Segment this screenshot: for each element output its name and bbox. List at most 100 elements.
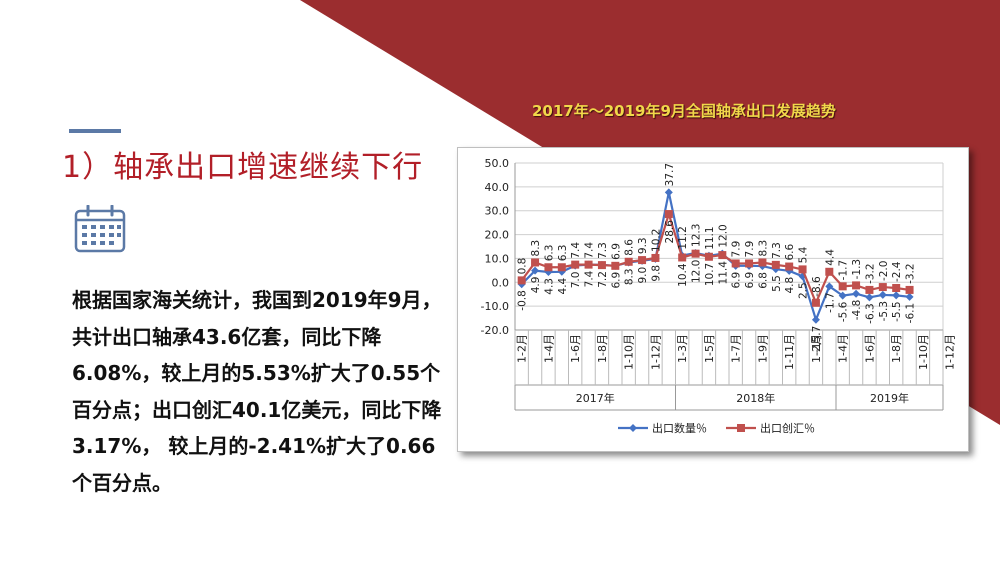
data-point-value xyxy=(798,265,807,274)
calendar-icon xyxy=(74,205,126,253)
chart-card: 50.0 40.0 30.0 20.0 10.0 0.0 -10.0 -20.0 1-2月 1-4… xyxy=(457,147,969,452)
data-point-value xyxy=(638,256,647,265)
y-tick-label: -10.0 xyxy=(481,300,509,313)
data-label: 12.0 xyxy=(691,260,703,283)
data-label: 7.3 xyxy=(597,242,609,259)
accent-line xyxy=(69,129,121,133)
data-label: 9.3 xyxy=(637,237,649,254)
y-tick-label: 10.0 xyxy=(485,252,510,265)
data-point-value xyxy=(745,259,754,268)
data-label: 10.7 xyxy=(704,263,716,286)
data-point-quantity xyxy=(892,291,901,300)
data-point-value xyxy=(664,210,673,219)
data-label: -0.8 xyxy=(517,290,529,311)
data-label: 6.6 xyxy=(784,244,796,261)
year-label: 2017年 xyxy=(576,391,615,405)
data-point-value xyxy=(704,252,713,261)
data-point-value xyxy=(771,260,780,269)
data-point-value xyxy=(865,285,874,294)
data-point-quantity xyxy=(771,265,780,274)
data-label: -2.0 xyxy=(878,261,890,282)
data-point-quantity xyxy=(664,188,673,197)
x-tick-label: 1-10月 xyxy=(623,334,636,370)
legend-marker xyxy=(737,424,745,432)
data-point-value xyxy=(905,285,914,294)
trend-chart: 50.0 40.0 30.0 20.0 10.0 0.0 -10.0 -20.0 1-2月 1-4… xyxy=(481,157,957,435)
legend-label: 出口创汇％ xyxy=(760,421,815,435)
data-label: -5.6 xyxy=(838,301,850,322)
y-tick-label: 50.0 xyxy=(485,157,510,170)
data-label: 8.6 xyxy=(624,239,636,256)
data-point-value xyxy=(678,253,687,262)
data-point-value xyxy=(892,284,901,293)
data-point-value xyxy=(718,251,727,260)
data-label: 5.5 xyxy=(771,275,783,292)
legend-marker xyxy=(629,424,637,432)
data-label: -3.2 xyxy=(905,263,917,284)
data-label: 28.6 xyxy=(664,220,676,244)
data-label: 4.4 xyxy=(557,277,569,294)
data-label: 6.3 xyxy=(557,245,569,262)
data-label: -8.6 xyxy=(811,276,823,297)
x-tick-label: 1-6月 xyxy=(863,334,876,363)
data-point-quantity xyxy=(905,292,914,301)
data-label: 11.1 xyxy=(704,226,716,249)
y-tick-label: 20.0 xyxy=(485,229,510,242)
data-point-value xyxy=(691,249,700,258)
data-label: 7.4 xyxy=(584,242,596,259)
x-tick-label: 1-6月 xyxy=(569,334,582,363)
data-label: 12.0 xyxy=(717,224,729,247)
chart-title: 2017年～2019年9月全国轴承出口发展趋势 xyxy=(532,102,836,120)
data-label: 6.3 xyxy=(543,245,555,262)
data-label: 4.3 xyxy=(543,278,555,295)
x-tick-label: 1-2月 xyxy=(516,334,529,363)
data-label: 6.9 xyxy=(731,272,743,289)
x-tick-label: 1-2月 xyxy=(810,334,823,363)
data-label: 9.8 xyxy=(650,265,662,282)
y-tick-label: 0.0 xyxy=(492,276,510,289)
data-point-value xyxy=(811,298,820,307)
data-point-value xyxy=(825,267,834,276)
data-label: -5.5 xyxy=(891,301,903,322)
data-point-value xyxy=(544,263,553,272)
data-label: 7.9 xyxy=(744,241,756,258)
data-point-quantity xyxy=(798,272,807,281)
data-point-value xyxy=(624,257,633,266)
y-tick-label: 40.0 xyxy=(485,181,510,194)
data-label: -1.7 xyxy=(824,292,836,313)
data-label: 11.4 xyxy=(717,261,729,285)
data-point-value xyxy=(517,276,526,285)
x-tick-label: 1-8月 xyxy=(596,334,609,363)
data-label: 4.9 xyxy=(530,277,542,294)
data-label: 10.4 xyxy=(677,263,689,287)
data-label: -6.3 xyxy=(864,303,876,324)
data-label: -1.7 xyxy=(838,260,850,281)
data-label: 6.9 xyxy=(610,272,622,289)
x-tick-label: 1-12月 xyxy=(944,334,957,370)
data-label: 7.9 xyxy=(731,241,743,258)
data-label: 11.2 xyxy=(677,226,689,249)
data-label: -3.2 xyxy=(864,263,876,284)
data-label: 7.4 xyxy=(570,242,582,259)
data-label: -2.4 xyxy=(891,261,903,282)
data-point-quantity xyxy=(852,289,861,298)
data-point-quantity xyxy=(838,291,847,300)
y-tick-label: 30.0 xyxy=(485,205,510,218)
data-label: 8.3 xyxy=(624,268,636,285)
data-point-quantity xyxy=(865,293,874,302)
x-tick-label: 1-9月 xyxy=(756,334,769,363)
data-label: 2.5 xyxy=(798,282,810,299)
data-label: 0.8 xyxy=(517,258,529,275)
data-point-quantity xyxy=(531,266,540,275)
x-tick-label: 1-5月 xyxy=(703,334,716,363)
data-label: -4.8 xyxy=(851,300,863,321)
data-label: -6.1 xyxy=(905,303,917,324)
x-tick-label: 1-4月 xyxy=(837,334,850,363)
data-label: 9.0 xyxy=(637,267,649,284)
data-point-quantity xyxy=(878,290,887,299)
x-tick-label: 1-3月 xyxy=(676,334,689,363)
data-label: 6.9 xyxy=(744,272,756,289)
x-tick-label: 1-4月 xyxy=(542,334,555,363)
data-point-value xyxy=(531,258,540,267)
data-label: 12.3 xyxy=(691,224,703,247)
